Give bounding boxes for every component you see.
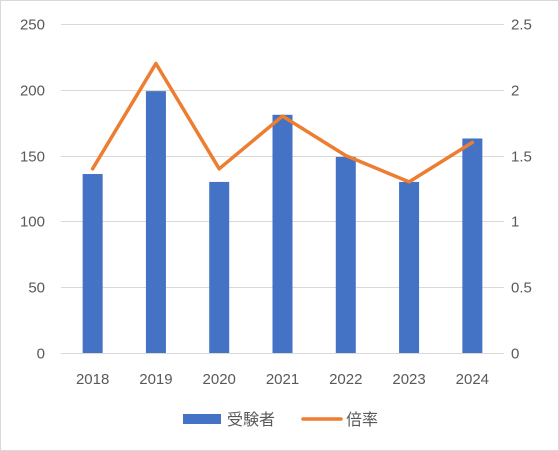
legend-label-examinees: 受験者 — [227, 411, 275, 429]
line-series — [90, 61, 475, 184]
bar-series — [82, 91, 483, 353]
legend: 受験者 倍率 — [183, 411, 378, 429]
bar-2018 — [82, 174, 103, 353]
bar-2020 — [209, 181, 230, 353]
y-tick-label: 0 — [37, 346, 45, 363]
right-axis-labels: 0 0.5 1 1.5 2 2.5 — [511, 17, 532, 363]
legend-item-examinees: 受験者 — [183, 411, 275, 429]
y2-tick-label: 0.5 — [511, 280, 532, 297]
left-axis-labels: 0 50 100 150 200 250 — [20, 17, 45, 363]
y2-tick-label: 1 — [511, 214, 519, 231]
legend-label-ratio: 倍率 — [346, 411, 378, 429]
bar-2024 — [462, 138, 483, 353]
y-tick-label: 100 — [20, 214, 45, 231]
x-tick-label: 2024 — [456, 371, 489, 388]
bar-2019 — [145, 91, 166, 353]
x-tick-label: 2018 — [76, 371, 109, 388]
y2-tick-label: 2.5 — [511, 17, 532, 34]
y-tick-label: 50 — [28, 280, 45, 297]
y-tick-label: 150 — [20, 149, 45, 166]
series-line-ratio — [90, 61, 475, 184]
x-tick-label: 2021 — [266, 371, 299, 388]
category-axis-labels: 2018 2019 2020 2021 2022 2023 2024 — [76, 371, 489, 388]
x-tick-label: 2019 — [139, 371, 172, 388]
y-tick-label: 250 — [20, 17, 45, 34]
legend-bar-swatch — [183, 414, 221, 424]
x-tick-label: 2022 — [329, 371, 362, 388]
bar-2022 — [335, 156, 356, 353]
legend-item-ratio: 倍率 — [301, 411, 378, 429]
y2-tick-label: 1.5 — [511, 149, 532, 166]
bar-2021 — [272, 114, 293, 353]
gridlines — [61, 24, 504, 354]
x-tick-label: 2020 — [203, 371, 236, 388]
bar-2023 — [399, 181, 420, 353]
y-tick-label: 200 — [20, 83, 45, 100]
y2-tick-label: 0 — [511, 346, 519, 363]
y2-tick-label: 2 — [511, 83, 519, 100]
x-tick-label: 2023 — [392, 371, 425, 388]
